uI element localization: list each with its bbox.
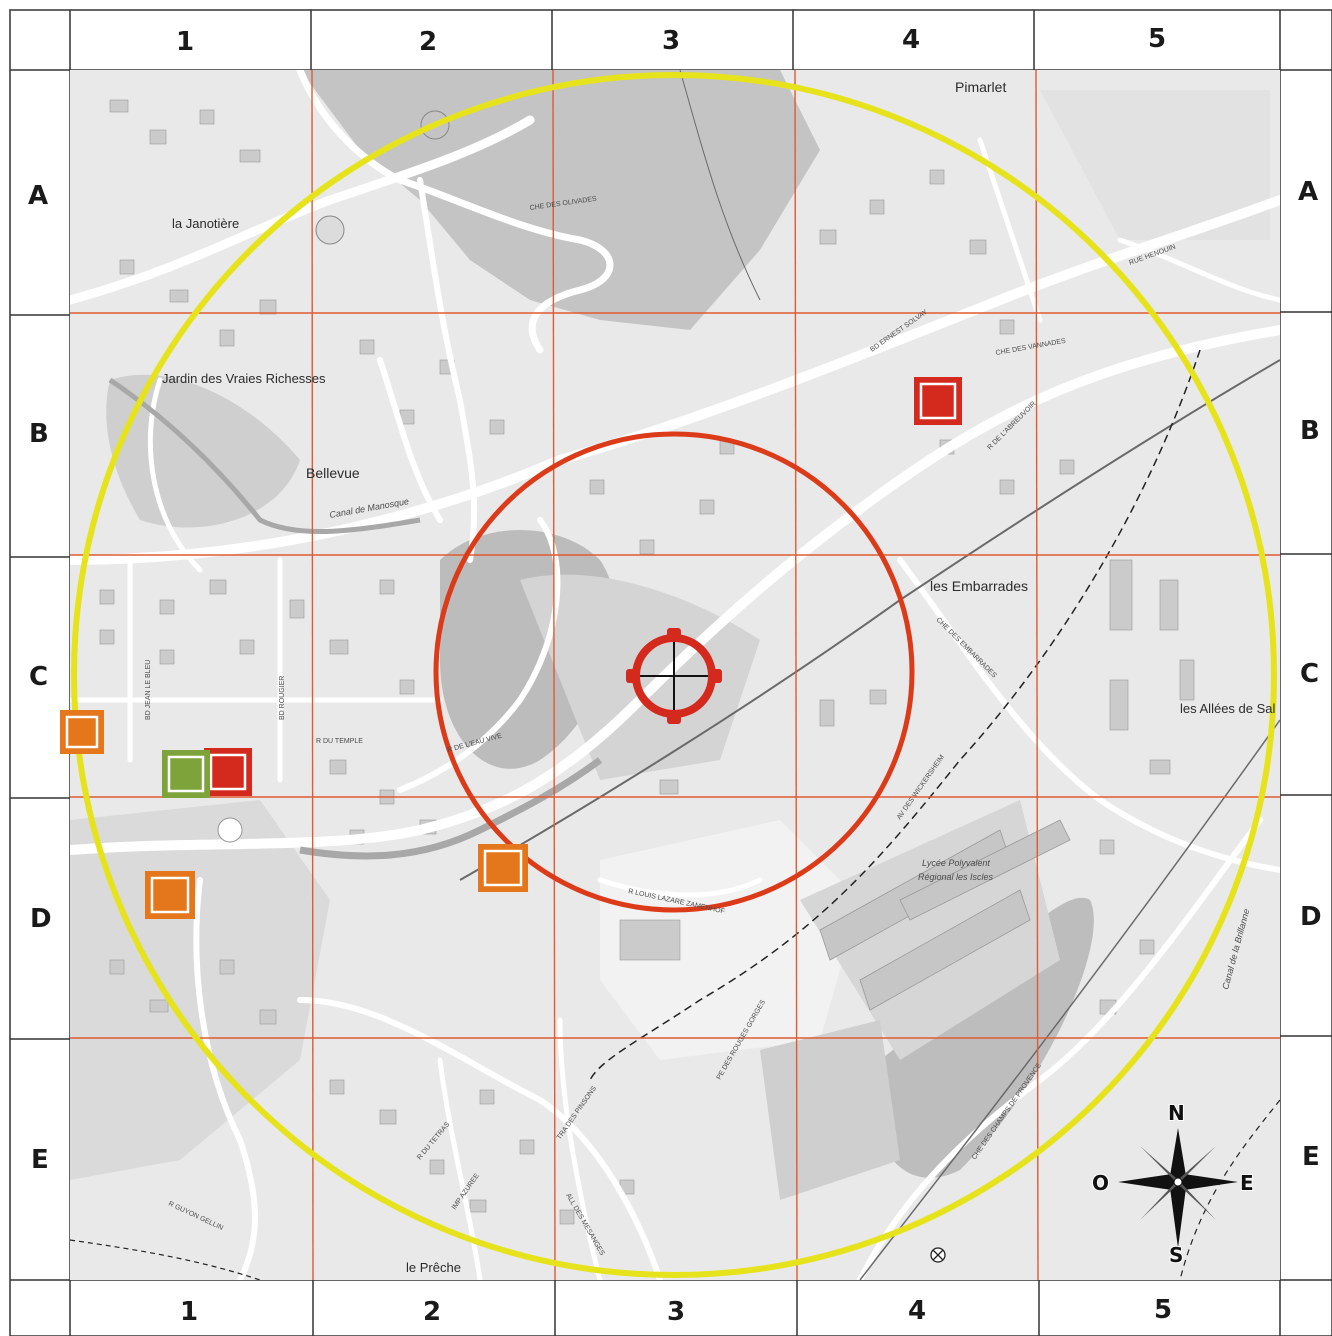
row-label-right-d: D <box>1300 902 1322 932</box>
street-r-du-temple: R DU TEMPLE <box>316 738 363 745</box>
place-lycee-1: Lycée Polyvalent <box>922 858 990 868</box>
marker-orange-c1[interactable] <box>60 710 104 754</box>
col-label-top-4: 4 <box>902 25 920 55</box>
compass-east: E <box>1240 1171 1254 1195</box>
row-label-right-c: C <box>1300 659 1319 689</box>
row-labels-right: A B C D E <box>1298 177 1323 1173</box>
col-label-bottom-5: 5 <box>1154 1295 1172 1325</box>
compass-north: N <box>1168 1101 1185 1125</box>
place-les-allees: les Allées de Sal <box>1180 701 1276 716</box>
row-label-left-e: E <box>31 1145 49 1175</box>
place-bellevue: Bellevue <box>306 465 360 481</box>
marker-orange-d2[interactable] <box>478 844 528 892</box>
row-label-left-b: B <box>29 419 49 449</box>
row-label-left-c: C <box>29 662 48 692</box>
street-bd-jean-le-bleu: BD JEAN LE BLEU <box>145 660 152 720</box>
compass-west: O <box>1092 1171 1109 1195</box>
place-les-embarrades: les Embarrades <box>930 578 1028 594</box>
col-label-top-5: 5 <box>1148 24 1166 54</box>
target-crosshair-icon[interactable] <box>626 628 722 724</box>
col-label-bottom-2: 2 <box>423 1297 441 1327</box>
row-label-left-a: A <box>28 181 48 211</box>
row-label-right-e: E <box>1302 1142 1320 1172</box>
col-label-bottom-1: 1 <box>180 1297 198 1327</box>
compass-south: S <box>1169 1243 1183 1267</box>
outer-zone-ring <box>71 72 1277 1278</box>
col-label-top-3: 3 <box>662 26 680 56</box>
inner-zone-ring <box>433 431 915 913</box>
row-label-right-a: A <box>1298 177 1318 207</box>
row-labels-left: A B C D E <box>28 181 53 1176</box>
place-la-janotiere: la Janotière <box>172 216 239 231</box>
marker-red-c1[interactable] <box>204 748 252 796</box>
row-label-left-d: D <box>30 904 52 934</box>
compass-rose-icon: N E S O <box>1091 1100 1255 1268</box>
place-pimarlet: Pimarlet <box>955 79 1006 95</box>
place-lycee-2: Régional les Iscles <box>918 872 994 882</box>
marker-red-b4[interactable] <box>914 377 962 425</box>
col-label-top-1: 1 <box>176 27 194 57</box>
place-le-preche: le Prêche <box>406 1260 461 1275</box>
marker-orange-d1[interactable] <box>145 871 195 919</box>
marker-green-c1[interactable] <box>162 750 210 798</box>
column-labels-top: 1 2 3 4 5 <box>176 24 1167 58</box>
incident-markers <box>60 377 962 919</box>
col-label-bottom-3: 3 <box>667 1297 685 1327</box>
row-label-right-b: B <box>1300 416 1320 446</box>
place-jardin: Jardin des Vraies Richesses <box>162 371 326 386</box>
street-bd-rougier: BD ROUGIER <box>279 676 286 720</box>
sector-grid <box>70 69 1280 1281</box>
col-label-bottom-4: 4 <box>908 1296 926 1326</box>
col-label-top-2: 2 <box>419 27 437 57</box>
column-labels-bottom: 1 2 3 4 5 <box>180 1295 1173 1328</box>
